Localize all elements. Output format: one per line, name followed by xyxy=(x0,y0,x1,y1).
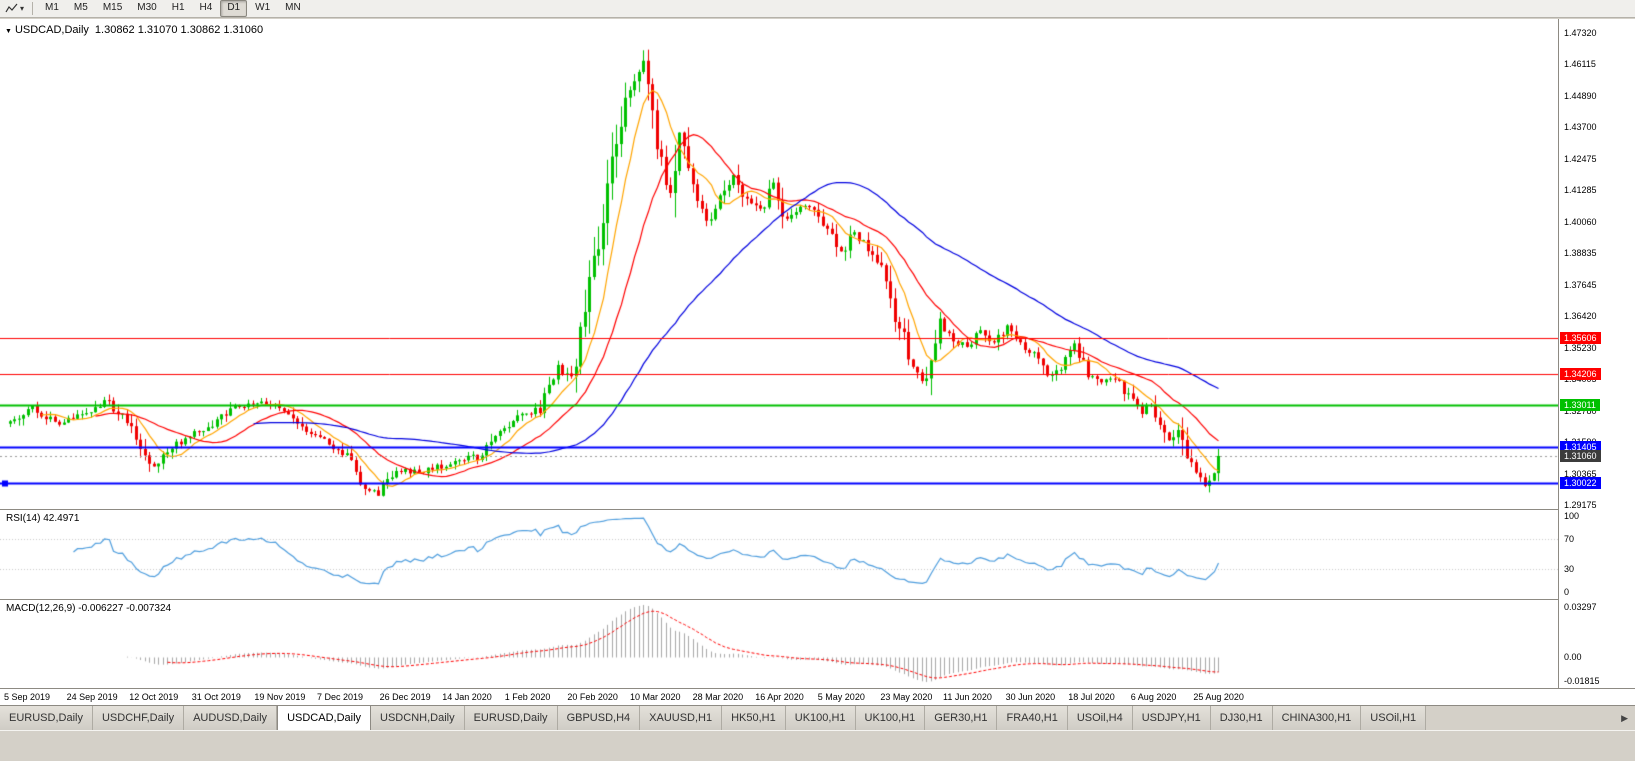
symbol-dropdown-icon[interactable]: ▼ xyxy=(5,28,12,35)
time-axis-label: 16 Apr 2020 xyxy=(755,692,804,702)
time-axis-label: 5 Sep 2019 xyxy=(4,692,51,702)
time-axis-label: 19 Nov 2019 xyxy=(254,692,306,702)
timeframe-button-d1[interactable]: D1 xyxy=(220,0,248,17)
rsi-axis-label: 0 xyxy=(1564,587,1570,597)
chart-tab-usoil-h4[interactable]: USOil,H4 xyxy=(1067,706,1133,730)
tab-scroll-right-icon[interactable]: ▶ xyxy=(1621,712,1628,723)
time-axis-label: 30 Jun 2020 xyxy=(1005,692,1056,702)
macd-indicator-label: MACD(12,26,9) -0.006227 -0.007324 xyxy=(6,603,172,614)
price-level-tag: 1.30022 xyxy=(1560,477,1601,489)
rsi-axis-label: 30 xyxy=(1564,564,1575,575)
macd-axis-label: -0.01815 xyxy=(1564,676,1600,686)
timeframe-button-m1[interactable]: M1 xyxy=(45,2,59,13)
time-axis-label: 28 Mar 2020 xyxy=(692,692,744,702)
charts-menu-caret-icon[interactable]: ▾ xyxy=(20,4,25,13)
rsi-indicator-label: RSI(14) 42.4971 xyxy=(6,513,80,524)
chart-tab-gbpusd-h4[interactable]: GBPUSD,H4 xyxy=(557,706,641,730)
price-axis-tick: 1.44890 xyxy=(1564,90,1597,101)
price-axis-tick: 1.41285 xyxy=(1564,185,1597,196)
price-axis-tick: 1.46115 xyxy=(1564,59,1596,70)
macd-panel-splitter[interactable] xyxy=(0,599,1635,600)
price-axis-tick: 1.40060 xyxy=(1564,216,1597,227)
current-price-tag: 1.31060 xyxy=(1560,450,1601,462)
chart-title: ▼ USDCAD,Daily 1.30862 1.31070 1.30862 1.3… xyxy=(5,24,263,36)
time-axis-label: 23 May 2020 xyxy=(880,692,933,702)
time-axis-label: 18 Jul 2020 xyxy=(1068,692,1115,702)
time-axis-label: 5 May 2020 xyxy=(817,692,865,702)
timeframe-button-w1[interactable]: W1 xyxy=(255,2,271,13)
chart-tab-audusd-daily[interactable]: AUDUSD,Daily xyxy=(184,706,278,730)
time-axis-label: 1 Feb 2020 xyxy=(504,692,551,702)
chart-tab-usoil-h1[interactable]: USOil,H1 xyxy=(1361,706,1427,730)
price-level-tag: 1.34206 xyxy=(1560,368,1601,380)
chart-tab-uk100-h1[interactable]: UK100,H1 xyxy=(785,706,856,730)
toolbar-separator xyxy=(32,2,34,15)
time-axis-label: 25 Aug 2020 xyxy=(1193,692,1244,702)
timeframe-button-m15[interactable]: M15 xyxy=(102,2,123,13)
rsi-axis-label: 100 xyxy=(1564,511,1580,521)
timeframe-button-m5[interactable]: M5 xyxy=(73,2,88,13)
chart-tab-eurusd-daily[interactable]: EURUSD,Daily xyxy=(0,706,93,730)
timeframe-button-mn[interactable]: MN xyxy=(285,2,301,13)
chart-ohlc-values: 1.30862 1.31070 1.30862 1.31060 xyxy=(94,24,264,36)
time-axis-label: 24 Sep 2019 xyxy=(66,692,118,702)
chart-tab-fra40-h1[interactable]: FRA40,H1 xyxy=(997,706,1068,730)
price-chart-canvas[interactable] xyxy=(0,19,1558,688)
chart-tab-hk50-h1[interactable]: HK50,H1 xyxy=(722,706,786,730)
macd-axis-label: 0.00 xyxy=(1564,652,1582,662)
time-axis-label: 11 Jun 2020 xyxy=(943,692,992,702)
chart-tab-usdcnh-daily[interactable]: USDCNH,Daily xyxy=(371,706,465,730)
time-axis[interactable]: 5 Sep 2019 24 Sep 2019 12 Oct 2019 31 Oct 2… xyxy=(0,688,1635,705)
chart-tab-eurusd-daily[interactable]: EURUSD,Daily xyxy=(464,706,558,730)
chart-tab-usdchf-daily[interactable]: USDCHF,Daily xyxy=(92,706,185,730)
chart-tab-uk100-h1[interactable]: UK100,H1 xyxy=(855,706,926,730)
price-axis-tick: 1.43700 xyxy=(1564,122,1597,133)
macd-axis-label: 0.03297 xyxy=(1564,602,1597,612)
chart-tab-xauusd-h1[interactable]: XAUUSD,H1 xyxy=(640,706,723,730)
chart-tab-usdjpy-h1[interactable]: USDJPY,H1 xyxy=(1132,706,1211,730)
time-axis-label: 31 Oct 2019 xyxy=(191,692,241,702)
time-axis-label: 26 Dec 2019 xyxy=(379,692,431,702)
price-scale[interactable]: 1.47320 1.46115 1.44890 1.43700 1.42475 1.412… xyxy=(1558,19,1635,688)
chart-tab-ger30-h1[interactable]: GER30,H1 xyxy=(925,706,998,730)
timeframe-button-h4[interactable]: H4 xyxy=(199,2,213,13)
status-bar xyxy=(0,730,1635,761)
chart-tab-china300-h1[interactable]: CHINA300,H1 xyxy=(1272,706,1362,730)
time-axis-label: 14 Jan 2020 xyxy=(442,692,492,702)
price-axis-tick: 1.37645 xyxy=(1564,279,1597,290)
chart-line-icon[interactable] xyxy=(3,3,20,15)
price-axis-tick: 1.36420 xyxy=(1564,311,1597,322)
chart-tab-usdcad-daily[interactable]: USDCAD,Daily xyxy=(277,706,372,730)
price-axis-tick: 1.42475 xyxy=(1564,153,1597,164)
time-axis-label: 6 Aug 2020 xyxy=(1130,692,1177,702)
time-axis-label: 20 Feb 2020 xyxy=(567,692,618,702)
rsi-panel-splitter[interactable] xyxy=(0,509,1635,510)
chart-symbol-period: USDCAD,Daily xyxy=(14,24,89,36)
chart-window: ▼ USDCAD,Daily 1.30862 1.31070 1.30862 1.3… xyxy=(0,19,1635,705)
timeframe-button-m30[interactable]: M30 xyxy=(137,2,157,13)
price-level-tag: 1.35606 xyxy=(1560,332,1601,344)
price-axis-tick: 1.35230 xyxy=(1564,342,1597,353)
chart-tab-dj30-h1[interactable]: DJ30,H1 xyxy=(1210,706,1273,730)
timeframe-toolbar: ▾ M1 M5 M15 M30 H1 H4 D1 W1 MN xyxy=(0,0,1635,18)
price-axis-tick: 1.38835 xyxy=(1564,248,1597,259)
time-axis-label: 12 Oct 2019 xyxy=(129,692,179,702)
chart-tabs-bar: EURUSD,Daily USDCHF,Daily AUDUSD,Daily USDC… xyxy=(0,705,1635,730)
price-level-tag: 1.33011 xyxy=(1560,399,1600,411)
price-axis-tick: 1.47320 xyxy=(1564,28,1597,38)
price-axis-tick: 1.30365 xyxy=(1564,468,1597,479)
timeframe-button-group: M1 M5 M15 M30 H1 H4 D1 W1 MN xyxy=(38,0,308,17)
rsi-axis-label: 70 xyxy=(1564,533,1575,544)
time-axis-label: 10 Mar 2020 xyxy=(630,692,681,702)
timeframe-button-h1[interactable]: H1 xyxy=(171,2,185,13)
price-axis-tick: 1.29175 xyxy=(1564,500,1597,510)
time-axis-label: 7 Dec 2019 xyxy=(317,692,364,702)
